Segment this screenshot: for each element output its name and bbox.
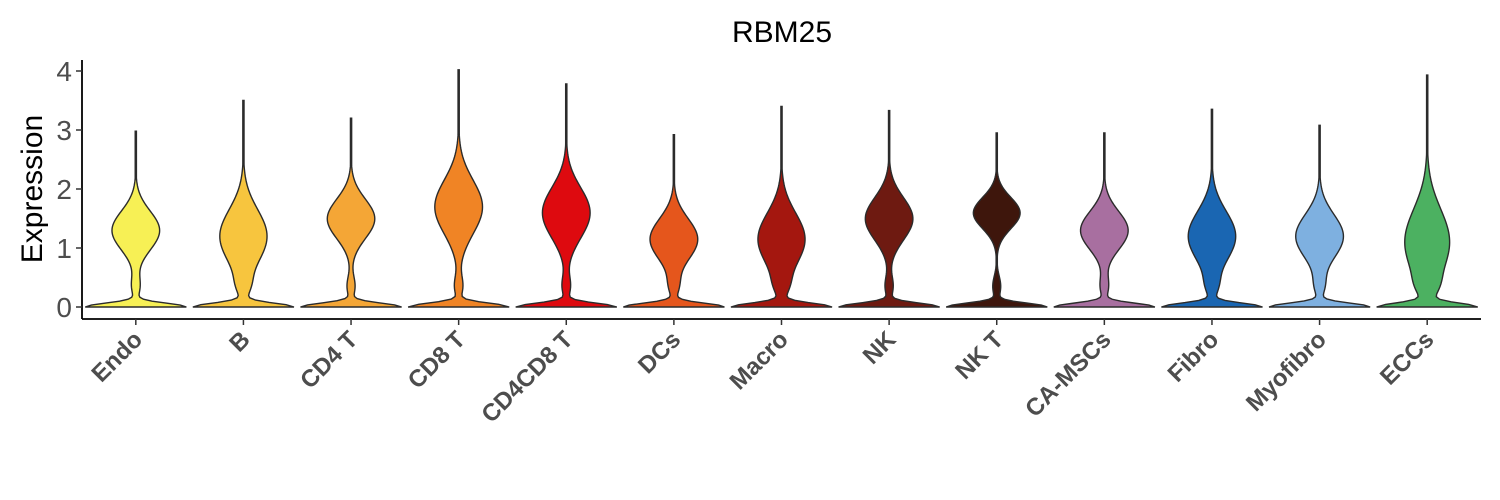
y-tick-label: 0 [56,292,72,323]
x-tick-label: CD8 T [403,326,471,394]
x-tick-label: DCs [633,326,686,379]
violin-eccs [1376,74,1478,308]
x-tick-label: Myofibro [1241,326,1332,417]
y-tick-label: 4 [56,56,72,87]
violin-macro [730,105,833,308]
violin-nk [838,109,940,308]
y-axis-label: Expression [16,115,49,263]
x-tick-label: ECCs [1375,326,1439,390]
violin-cd8-t [407,69,510,308]
y-tick-label: 1 [56,233,72,264]
y-ticks: 0 1 2 3 4 [56,56,82,323]
violins-layer [85,69,1478,308]
violin-endo [85,130,187,308]
violin-ca-mscs [1053,132,1156,308]
x-ticks: Endo B CD4 T CD8 T CD4CD8 T DCs Macro NK NK T CA-… [87,319,1439,428]
x-tick-label: NK T [950,326,1009,385]
x-tick-label: B [224,326,255,357]
x-tick-label: NK [858,326,902,370]
violin-b [192,99,295,308]
x-tick-label: CD4 T [295,326,363,394]
x-tick-label: Macro [725,326,794,395]
violin-myofibro [1268,124,1371,308]
violin-dcs [623,134,725,308]
violin-cd4cd8-t [515,83,618,308]
x-tick-label: Fibro [1163,326,1225,388]
x-tick-label: Endo [87,326,149,388]
y-tick-label: 2 [56,174,72,205]
x-tick-label: CA-MSCs [1020,326,1116,422]
violin-nk-t [945,132,1048,308]
y-tick-label: 3 [56,115,72,146]
violin-fibro [1161,108,1263,308]
x-tick-label: CD4CD8 T [476,326,578,428]
chart-title: RBM25 [732,16,832,49]
violin-cd4-t [300,117,402,308]
